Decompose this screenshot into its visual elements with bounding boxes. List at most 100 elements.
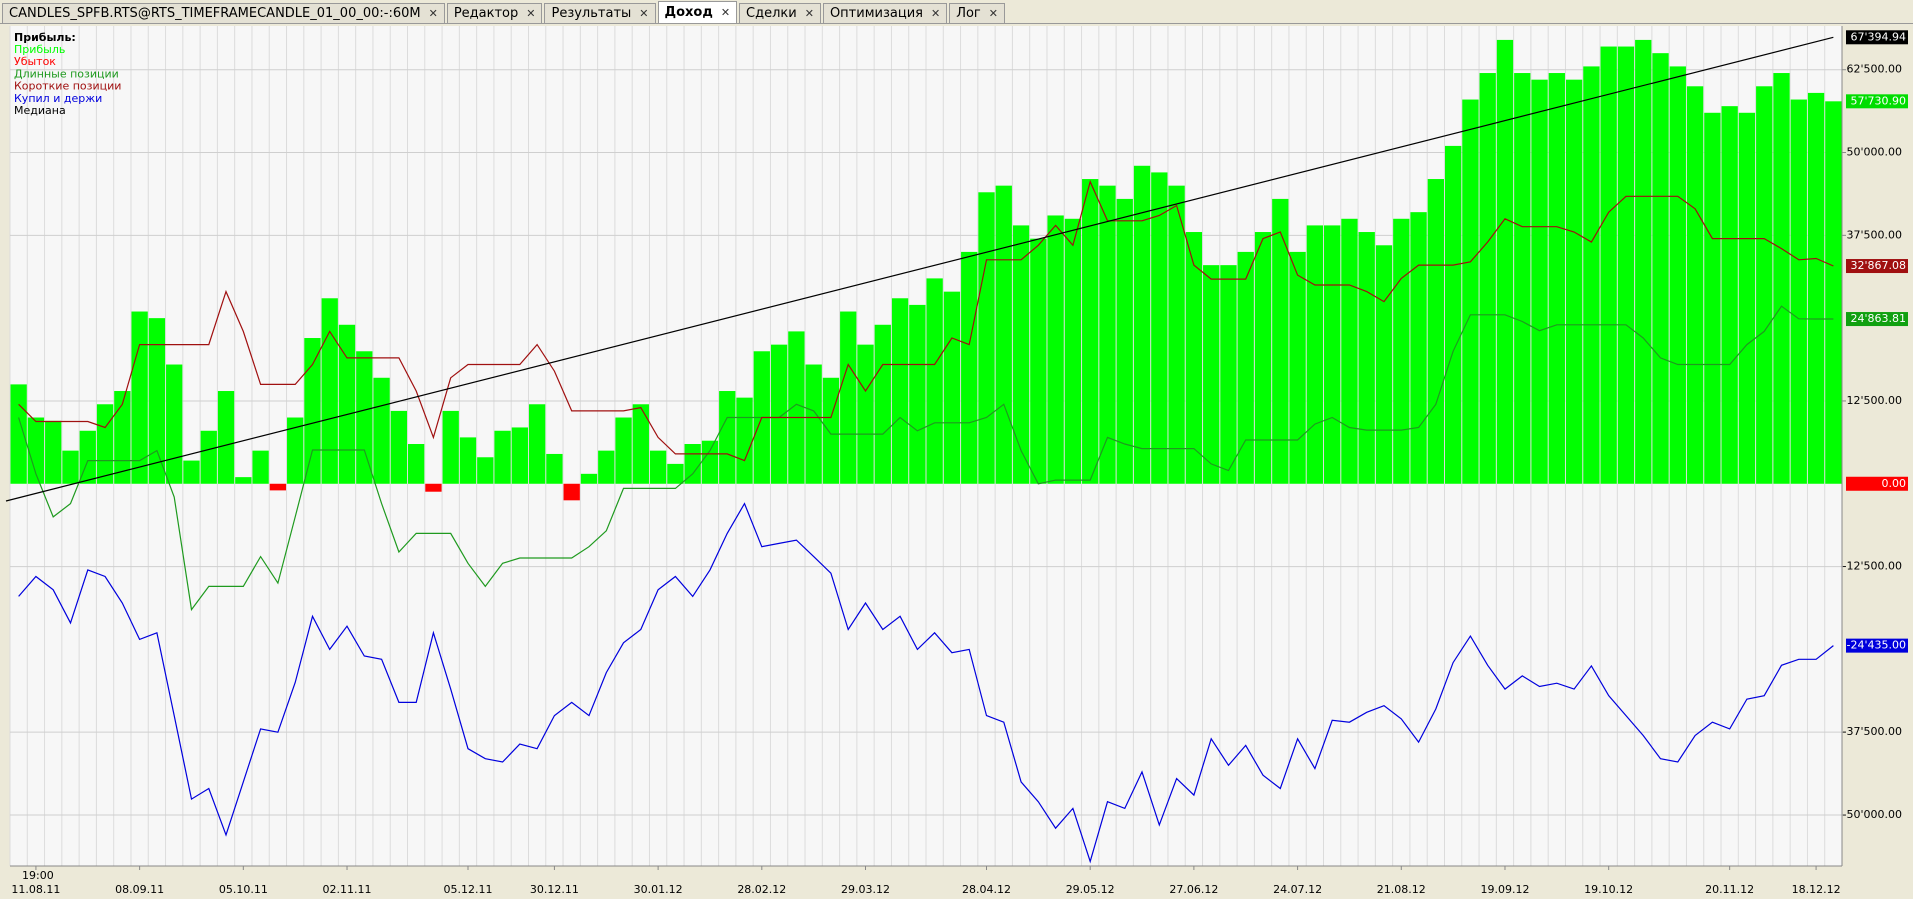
bar <box>926 278 943 484</box>
bar <box>1082 179 1099 484</box>
bar <box>27 417 45 484</box>
x-tick-label: 05.12.11 <box>444 883 493 896</box>
tab-close[interactable]: ✕ <box>526 7 536 20</box>
bar <box>62 450 79 484</box>
value-badge <box>1846 94 1908 109</box>
bar <box>943 291 961 484</box>
time-label: 19:00 <box>22 869 54 882</box>
value-badge-label: 67'394.94 <box>1850 30 1906 43</box>
bar <box>1479 73 1496 484</box>
bar <box>1462 99 1479 484</box>
bar <box>1133 165 1151 484</box>
bar <box>1168 185 1185 484</box>
bar <box>1790 99 1807 484</box>
bar <box>183 460 200 484</box>
bar <box>1393 218 1410 484</box>
tab-close[interactable]: ✕ <box>804 7 814 20</box>
bar <box>995 185 1012 484</box>
value-badge <box>1846 638 1908 653</box>
bar <box>1185 232 1203 484</box>
value-badge-label: 32'867.08 <box>1850 259 1906 272</box>
bar <box>805 364 822 484</box>
x-tick-label: 05.10.11 <box>219 883 268 896</box>
tab-close[interactable]: ✕ <box>930 7 941 20</box>
tab[interactable]: Редактор ✕ <box>446 3 543 23</box>
bar <box>667 463 684 484</box>
bar <box>1341 218 1358 484</box>
tab[interactable]: Сделки ✕ <box>739 3 821 23</box>
bar <box>874 324 891 484</box>
bar <box>1272 198 1289 484</box>
tab[interactable]: Доход ✕ <box>657 1 738 23</box>
bar <box>978 192 995 484</box>
value-badge <box>1846 476 1908 491</box>
bar <box>1237 251 1254 484</box>
x-tick-label: 27.06.12 <box>1169 883 1218 896</box>
x-tick-label: 30.01.12 <box>634 883 683 896</box>
bar <box>1583 66 1600 484</box>
tab-close[interactable]: ✕ <box>720 6 731 19</box>
tab-close[interactable]: ✕ <box>988 7 998 20</box>
bar <box>252 450 269 484</box>
labels: 62'500.00 50'000.00 37'500.00 12'500.00 -12'… <box>11 30 1908 896</box>
value-badge <box>1846 312 1908 327</box>
x-tick-label: 19.10.12 <box>1584 883 1633 896</box>
series-line <box>18 305 1834 612</box>
bar <box>442 410 459 484</box>
tab-label: Редактор <box>453 6 519 21</box>
bar <box>891 298 909 484</box>
value-badge-label: 24'863.81 <box>1850 312 1906 325</box>
tab[interactable]: Оптимизация ✕ <box>822 3 948 23</box>
x-tick-label: 28.02.12 <box>737 883 786 896</box>
bar <box>1358 232 1375 484</box>
tab-close[interactable]: ✕ <box>639 7 649 20</box>
x-tick-label: 20.11.12 <box>1705 883 1754 896</box>
bar <box>1324 225 1341 484</box>
tab-label: Доход <box>664 5 713 20</box>
tab-bar: CANDLES_SPFB.RTS@RTS_TIMEFRAMECANDLE_01_… <box>0 0 1913 24</box>
tab-label: Сделки <box>746 6 797 21</box>
bar <box>788 331 805 484</box>
bar <box>1600 46 1617 484</box>
bar <box>45 420 62 484</box>
bar <box>166 364 183 484</box>
bar <box>1151 172 1168 484</box>
bar <box>338 324 356 484</box>
bar <box>1289 251 1306 484</box>
grid <box>9 26 1843 866</box>
tab[interactable]: Результаты ✕ <box>544 3 656 23</box>
bar <box>1496 39 1514 484</box>
bar <box>321 298 338 484</box>
tab[interactable]: CANDLES_SPFB.RTS@RTS_TIMEFRAMECANDLE_01_… <box>2 3 445 23</box>
bar <box>1652 53 1669 484</box>
tab-label: Оптимизация <box>829 6 923 21</box>
bar <box>1669 66 1686 484</box>
legend-entry: Короткие позиции <box>14 80 121 93</box>
bar <box>840 311 857 484</box>
bar <box>1375 245 1393 484</box>
y-tick-label: 50'000.00 <box>1846 146 1902 159</box>
x-tick-label: 08.09.11 <box>115 883 164 896</box>
bar <box>459 437 477 484</box>
tab[interactable]: Лог ✕ <box>949 3 1005 23</box>
bar <box>909 304 926 484</box>
y-tick-label: -37'500.00 <box>1843 725 1902 738</box>
bar <box>269 483 287 491</box>
tab-label: Результаты <box>551 6 632 21</box>
bar <box>1807 92 1825 484</box>
tab-close[interactable]: ✕ <box>428 7 438 20</box>
bar <box>1617 46 1635 484</box>
bar <box>511 427 528 484</box>
bar <box>235 477 252 484</box>
x-tick-label: 02.11.11 <box>323 883 372 896</box>
bar <box>1531 79 1548 484</box>
y-tick-label: -50'000.00 <box>1843 808 1902 821</box>
bar <box>373 377 390 484</box>
bar <box>1773 73 1790 484</box>
bar <box>217 391 235 484</box>
bar <box>857 344 874 484</box>
bar <box>649 450 667 484</box>
bar <box>148 318 166 484</box>
bar <box>494 430 511 484</box>
